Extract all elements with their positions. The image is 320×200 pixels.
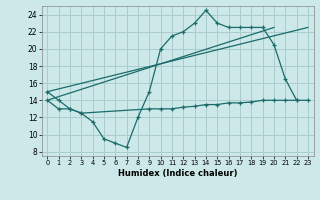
X-axis label: Humidex (Indice chaleur): Humidex (Indice chaleur) xyxy=(118,169,237,178)
